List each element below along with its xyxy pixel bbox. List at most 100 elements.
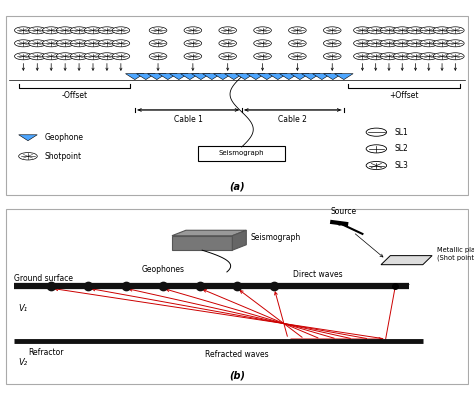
Circle shape (70, 27, 88, 34)
Text: Seismograph: Seismograph (251, 233, 301, 242)
Polygon shape (301, 74, 320, 80)
Text: Refracted waves: Refracted waves (205, 350, 269, 359)
FancyBboxPatch shape (199, 147, 285, 160)
FancyBboxPatch shape (6, 208, 468, 384)
Circle shape (380, 40, 398, 47)
Text: Refractor: Refractor (28, 348, 64, 357)
Polygon shape (257, 74, 276, 80)
Polygon shape (170, 74, 188, 80)
Circle shape (15, 27, 32, 34)
Polygon shape (381, 256, 432, 265)
Circle shape (149, 53, 167, 60)
Circle shape (289, 40, 306, 47)
Circle shape (354, 40, 371, 47)
Circle shape (28, 27, 46, 34)
Polygon shape (126, 74, 144, 80)
Polygon shape (191, 74, 210, 80)
Polygon shape (291, 74, 309, 80)
Circle shape (70, 53, 88, 60)
Text: Ground surface: Ground surface (14, 274, 73, 283)
Circle shape (380, 27, 398, 34)
Polygon shape (18, 135, 37, 141)
Polygon shape (213, 74, 232, 80)
Circle shape (28, 40, 46, 47)
Circle shape (84, 53, 102, 60)
FancyBboxPatch shape (6, 15, 468, 195)
Circle shape (433, 40, 451, 47)
Text: -Offset: -Offset (61, 91, 88, 100)
Text: V₂: V₂ (18, 358, 28, 367)
Circle shape (254, 53, 272, 60)
Circle shape (433, 53, 451, 60)
Text: (b): (b) (229, 371, 245, 381)
Circle shape (420, 27, 438, 34)
Polygon shape (246, 74, 265, 80)
FancyBboxPatch shape (172, 236, 232, 250)
Circle shape (219, 53, 237, 60)
Polygon shape (236, 74, 254, 80)
Circle shape (18, 152, 37, 160)
Circle shape (149, 27, 167, 34)
Text: Shotpoint: Shotpoint (44, 152, 82, 161)
Circle shape (447, 27, 464, 34)
Circle shape (366, 145, 387, 153)
Text: V₁: V₁ (18, 304, 28, 313)
Polygon shape (232, 230, 246, 250)
Circle shape (354, 53, 371, 60)
Circle shape (84, 27, 102, 34)
Circle shape (15, 53, 32, 60)
Circle shape (323, 40, 341, 47)
Circle shape (393, 40, 411, 47)
Circle shape (98, 53, 116, 60)
Polygon shape (225, 74, 243, 80)
Circle shape (98, 40, 116, 47)
Polygon shape (137, 74, 155, 80)
Text: Cable 2: Cable 2 (278, 115, 307, 124)
Text: Cable 1: Cable 1 (174, 115, 203, 124)
Circle shape (393, 53, 411, 60)
Text: SL1: SL1 (395, 128, 409, 137)
Polygon shape (181, 74, 199, 80)
Circle shape (323, 27, 341, 34)
Circle shape (56, 40, 74, 47)
Circle shape (393, 27, 411, 34)
Circle shape (254, 27, 272, 34)
Polygon shape (269, 74, 287, 80)
Polygon shape (312, 74, 331, 80)
Circle shape (289, 27, 306, 34)
Circle shape (149, 40, 167, 47)
Polygon shape (147, 74, 166, 80)
Circle shape (70, 40, 88, 47)
Circle shape (28, 53, 46, 60)
Circle shape (323, 53, 341, 60)
Text: Geophone: Geophone (44, 133, 83, 142)
Circle shape (184, 27, 202, 34)
Circle shape (420, 53, 438, 60)
Polygon shape (324, 74, 342, 80)
Circle shape (56, 53, 74, 60)
Circle shape (112, 40, 130, 47)
Circle shape (112, 27, 130, 34)
Circle shape (366, 162, 387, 169)
Circle shape (354, 27, 371, 34)
Circle shape (366, 128, 387, 136)
Circle shape (112, 53, 130, 60)
Circle shape (447, 40, 464, 47)
Text: Metallic plate
(Shot point): Metallic plate (Shot point) (437, 247, 474, 260)
Text: (a): (a) (229, 182, 245, 191)
Circle shape (184, 40, 202, 47)
Text: Direct waves: Direct waves (293, 270, 342, 279)
Circle shape (42, 27, 60, 34)
Circle shape (289, 53, 306, 60)
Circle shape (367, 27, 384, 34)
Circle shape (367, 40, 384, 47)
Polygon shape (280, 74, 298, 80)
Polygon shape (158, 74, 177, 80)
Circle shape (420, 40, 438, 47)
Text: Seismograph: Seismograph (219, 151, 264, 156)
Circle shape (447, 53, 464, 60)
Circle shape (84, 40, 102, 47)
Polygon shape (335, 74, 353, 80)
Circle shape (15, 40, 32, 47)
Text: SL3: SL3 (395, 161, 409, 170)
